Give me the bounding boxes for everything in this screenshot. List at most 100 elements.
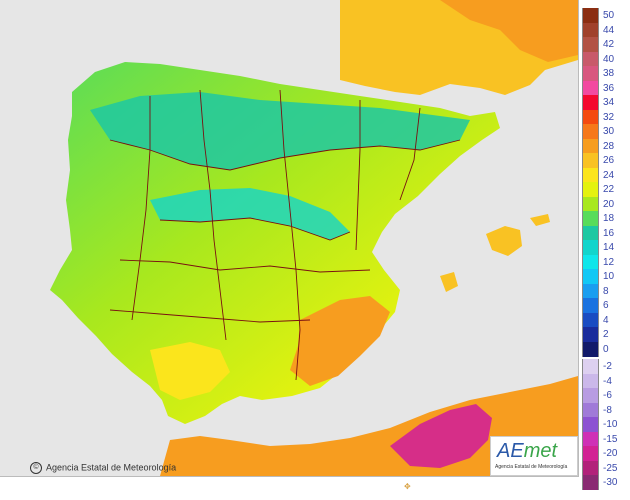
legend-entry: -30 [582, 475, 626, 490]
legend-label: 32 [603, 111, 615, 123]
legend-label: -4 [603, 375, 612, 387]
legend-entry: 36 [582, 80, 626, 96]
legend-label: 42 [603, 39, 615, 50]
legend-label: -20 [603, 448, 618, 459]
legend-swatch [582, 460, 599, 476]
legend-swatch [582, 373, 599, 389]
legend-label: 2 [603, 329, 609, 340]
legend-label: 0 [603, 343, 609, 355]
legend-label: 26 [603, 155, 615, 166]
legend-swatch [582, 80, 599, 96]
copyright-icon: © [30, 462, 42, 474]
logo-wordmark: AEmet [497, 440, 558, 462]
mallorca [486, 226, 522, 256]
legend-swatch [582, 138, 599, 154]
france-hot-region [440, 0, 578, 62]
legend-label: -10 [603, 419, 618, 430]
legend-swatch [582, 475, 599, 490]
legend-swatch [582, 312, 599, 328]
legend-label: 36 [603, 82, 615, 94]
legend-entry: 10 [582, 269, 626, 284]
legend-entry: -10 [582, 417, 626, 432]
legend-entry: 44 [582, 22, 626, 38]
copyright-credit: © Agencia Estatal de Meteorología [30, 462, 176, 474]
legend-swatch [582, 124, 599, 139]
legend-entry: 8 [582, 283, 626, 299]
legend-swatch [582, 8, 599, 23]
legend-entry: -6 [582, 388, 626, 403]
province-borders [109, 89, 461, 381]
legend-entry: 6 [582, 298, 626, 313]
legend-label: 12 [603, 256, 615, 268]
legend-entry: 38 [582, 66, 626, 81]
legend-label: 22 [603, 184, 615, 195]
legend-swatch [582, 51, 599, 67]
legend-label: 4 [603, 314, 609, 326]
legend-entry: -4 [582, 373, 626, 389]
legend-swatch [582, 283, 599, 299]
map-canvas [50, 0, 578, 476]
legend-swatch [582, 327, 599, 342]
legend-label: -6 [603, 390, 612, 401]
legend-label: 20 [603, 198, 615, 210]
southwest-warm-region [150, 342, 230, 400]
legend-swatch [582, 240, 599, 255]
legend-entry: -8 [582, 402, 626, 418]
legend-label: 38 [603, 68, 615, 79]
legend-entry: 12 [582, 254, 626, 270]
legend-label: 8 [603, 285, 609, 297]
legend-label: -30 [603, 477, 618, 488]
legend-entry: -25 [582, 460, 626, 476]
legend-entry: 0 [582, 341, 626, 357]
legend-swatch [582, 225, 599, 241]
legend-swatch [582, 359, 599, 374]
legend-swatch [582, 196, 599, 212]
legend-swatch [582, 417, 599, 432]
legend-swatch [582, 37, 599, 52]
atlas-cool-region [390, 404, 492, 468]
legend-entry: -2 [582, 359, 626, 374]
legend-entry: 18 [582, 211, 626, 226]
legend-swatch [582, 269, 599, 284]
legend-swatch [582, 446, 599, 461]
legend-entry: 40 [582, 51, 626, 67]
legend-entry: 34 [582, 95, 626, 110]
legend-swatch [582, 66, 599, 81]
legend-entry: 22 [582, 182, 626, 197]
logo-subtitle: Agencia Estatal de Meteorología [495, 464, 568, 470]
northern-highlands [90, 92, 470, 170]
legend-swatch [582, 153, 599, 168]
legend-entry: 32 [582, 109, 626, 125]
footer-mark-icon: ✥ [404, 482, 411, 491]
legend-label: 34 [603, 97, 615, 108]
aemet-logo: AEmet Agencia Estatal de Meteorología [490, 436, 578, 476]
legend-swatch [582, 22, 599, 38]
legend-entry: 50 [582, 8, 626, 23]
legend-label: 16 [603, 227, 615, 239]
legend-entry: 4 [582, 312, 626, 328]
legend-label: 50 [603, 10, 615, 21]
legend-label: 14 [603, 242, 615, 253]
legend-label: 30 [603, 126, 615, 137]
legend-swatch [582, 341, 599, 357]
legend-entry: 24 [582, 167, 626, 183]
legend-swatch [582, 182, 599, 197]
legend-swatch [582, 254, 599, 270]
legend-swatch [582, 298, 599, 313]
legend-entry: 2 [582, 327, 626, 342]
legend-label: 44 [603, 24, 615, 36]
legend-label: -2 [603, 361, 612, 372]
legend-entry: 14 [582, 240, 626, 255]
legend-entry: -20 [582, 446, 626, 461]
ibiza [440, 272, 458, 292]
legend-entry: 30 [582, 124, 626, 139]
legend-label: -8 [603, 404, 612, 416]
southeast-warm-region [290, 296, 390, 386]
legend-swatch [582, 167, 599, 183]
legend-label: 10 [603, 271, 615, 282]
legend-entry: 16 [582, 225, 626, 241]
legend-entry: -15 [582, 431, 626, 447]
legend-entry: 20 [582, 196, 626, 212]
legend-label: 24 [603, 169, 615, 181]
legend-label: 28 [603, 140, 615, 152]
